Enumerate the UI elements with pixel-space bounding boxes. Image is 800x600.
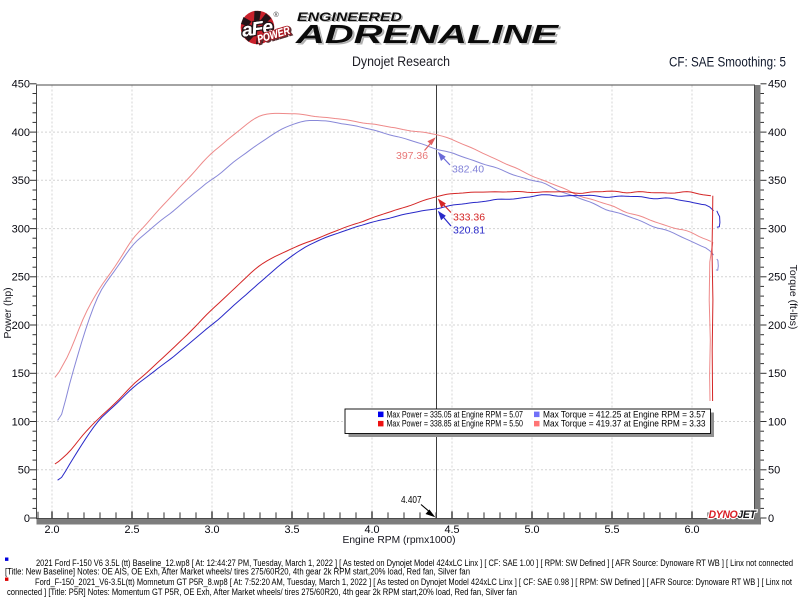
svg-text:200: 200 [12, 320, 30, 332]
svg-text:2.0: 2.0 [44, 524, 59, 536]
svg-text:[Title: New Baseline] Notes:: [Title: New Baseline] Notes: OE AIS, OE … [5, 567, 470, 577]
svg-text:Max Torque = 419.37 at Engine: Max Torque = 419.37 at Engine RPM = 3.33 [543, 419, 706, 429]
svg-text:400: 400 [12, 127, 30, 139]
svg-text:aFe: aFe [240, 15, 274, 40]
svg-text:250: 250 [12, 272, 30, 284]
svg-text:DYNOJET: DYNOJET [709, 509, 758, 521]
svg-text:6.0: 6.0 [684, 524, 699, 536]
svg-text:Power (hp): Power (hp) [2, 287, 14, 338]
svg-text:Engine RPM (rpmx1000): Engine RPM (rpmx1000) [343, 534, 456, 546]
svg-text:50: 50 [18, 465, 30, 477]
svg-text:450: 450 [768, 79, 786, 91]
svg-text:50: 50 [768, 465, 780, 477]
svg-text:5.0: 5.0 [524, 524, 539, 536]
svg-text:Max Power = 338.85 at Engine R: Max Power = 338.85 at Engine RPM = 5.50 [387, 419, 524, 429]
svg-text:ENGINEERED: ENGINEERED [297, 12, 402, 24]
svg-text:3.5: 3.5 [284, 524, 299, 536]
svg-text:aFe: aFe [240, 15, 274, 40]
svg-text:5.5: 5.5 [604, 524, 619, 536]
svg-text:4.5: 4.5 [444, 524, 459, 536]
svg-text:Torque (ft-lbs): Torque (ft-lbs) [787, 265, 799, 330]
svg-text:Ford_F-150_2021_V6-3.5L(tt) Mo: Ford_F-150_2021_V6-3.5L(tt) Momnetum GT … [35, 577, 792, 587]
svg-text:200: 200 [768, 320, 786, 332]
svg-text:Max Torque = 412.25 at Engine: Max Torque = 412.25 at Engine RPM = 3.57 [543, 409, 706, 419]
svg-text:400: 400 [768, 127, 786, 139]
svg-text:CF: SAE Smoothing: 5: CF: SAE Smoothing: 5 [669, 55, 786, 70]
svg-text:4.407: 4.407 [401, 495, 422, 506]
svg-text:450: 450 [12, 79, 30, 91]
svg-text:100: 100 [768, 416, 786, 428]
svg-text:ADRENALINE: ADRENALINE [294, 19, 559, 49]
svg-text:320.81: 320.81 [453, 225, 485, 237]
svg-text:382.40: 382.40 [452, 164, 484, 176]
svg-text:150: 150 [12, 368, 30, 380]
svg-text:2.5: 2.5 [124, 524, 139, 536]
svg-text:2021 Ford F-150 V6 3.5L (tt) B: 2021 Ford F-150 V6 3.5L (tt) Baseline_12… [36, 558, 793, 568]
svg-text:300: 300 [12, 223, 30, 235]
svg-text:0: 0 [768, 513, 774, 525]
svg-text:350: 350 [768, 175, 786, 187]
svg-text:3.0: 3.0 [204, 524, 219, 536]
svg-text:150: 150 [768, 368, 786, 380]
svg-text:333.36: 333.36 [453, 212, 485, 224]
svg-text:Dynojet Research: Dynojet Research [352, 54, 450, 69]
svg-text:ADRENALINE: ADRENALINE [296, 21, 561, 51]
svg-text:Max Power = 335.05 at Engine R: Max Power = 335.05 at Engine RPM = 5.07 [387, 409, 524, 419]
svg-text:ENGINEERED: ENGINEERED [298, 13, 403, 25]
svg-text:0: 0 [24, 513, 30, 525]
svg-text:®: ® [274, 11, 280, 19]
svg-text:100: 100 [12, 416, 30, 428]
svg-text:4.0: 4.0 [364, 524, 379, 536]
svg-text:350: 350 [12, 175, 30, 187]
svg-text:397.36: 397.36 [396, 150, 428, 162]
svg-text:250: 250 [768, 272, 786, 284]
svg-text:DYNOJET: DYNOJET [709, 509, 758, 521]
svg-text:connected ] [Title: P5R] Note: connected ] [Title: P5R] Notes: Momentum… [7, 587, 517, 597]
svg-text:300: 300 [768, 223, 786, 235]
